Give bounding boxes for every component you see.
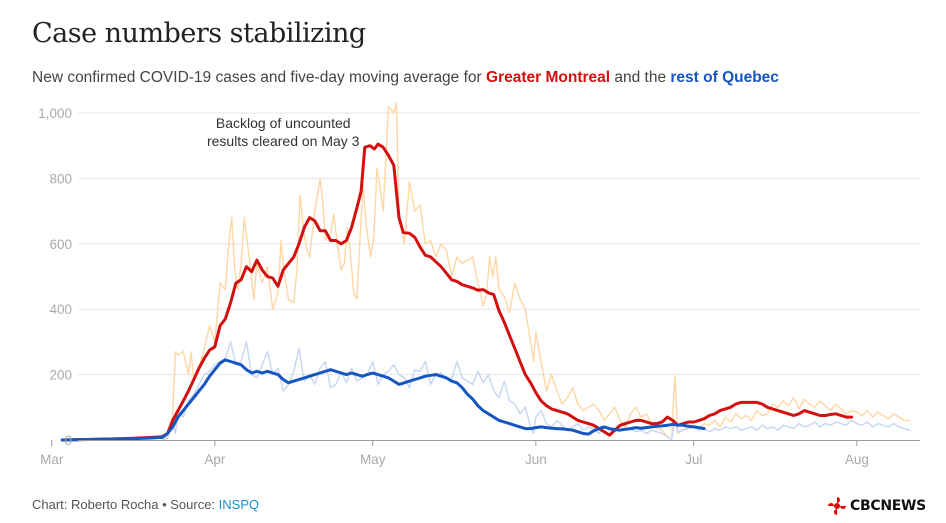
y-tick-label: 0 [64, 433, 72, 448]
y-tick-label: 800 [49, 171, 72, 186]
annotation-line-1: Backlog of uncounted [216, 115, 351, 131]
axis-layer: 0 200 400 600 800 1,000 Mar Apr May Jun Jul Aug [38, 106, 920, 467]
montreal-average-line [60, 142, 854, 442]
chart-footer: Chart: Roberto Rocha • Source: INSPQ [32, 497, 259, 512]
chart-credit: Chart: Roberto Rocha [32, 497, 159, 512]
y-tick-label: 1,000 [38, 106, 72, 121]
x-tick-label: May [360, 452, 386, 467]
source-label: Source: [170, 497, 219, 512]
x-tick-label: Jul [685, 452, 702, 467]
annotation-line-2: results cleared on May 3 [207, 133, 360, 149]
x-tick-label: Aug [845, 452, 869, 467]
chart-subtitle: New confirmed COVID-19 cases and five-da… [32, 69, 779, 87]
annotation-layer: Backlog of uncounted results cleared on … [207, 115, 360, 149]
subtitle-quebec-label: rest of Quebec [670, 69, 779, 86]
daily-series-layer [161, 102, 911, 441]
x-tick-label: Apr [204, 452, 226, 467]
source-link[interactable]: INSPQ [218, 497, 260, 512]
x-tick-label: Jun [525, 452, 547, 467]
grid-layer [78, 112, 920, 376]
y-tick-label: 600 [49, 237, 72, 252]
subtitle-montreal-label: Greater Montreal [486, 69, 611, 86]
x-tick-label: Mar [40, 452, 64, 467]
average-series-layer [60, 142, 854, 442]
chart-title: Case numbers stabilizing [32, 18, 366, 49]
subtitle-prefix: New confirmed COVID-19 cases and five-da… [32, 69, 487, 86]
footer-separator: • [158, 497, 171, 512]
logo-text: CBCNEWS [850, 498, 926, 514]
cbc-gem-icon [828, 497, 846, 515]
quebec-average-line [60, 358, 706, 442]
montreal-daily-line [161, 102, 911, 441]
quebec-daily-line [161, 341, 911, 441]
cbc-news-logo: CBCNEWS [828, 497, 926, 515]
y-tick-label: 200 [49, 368, 72, 383]
subtitle-mid: and the [610, 69, 671, 86]
y-tick-label: 400 [49, 302, 72, 317]
